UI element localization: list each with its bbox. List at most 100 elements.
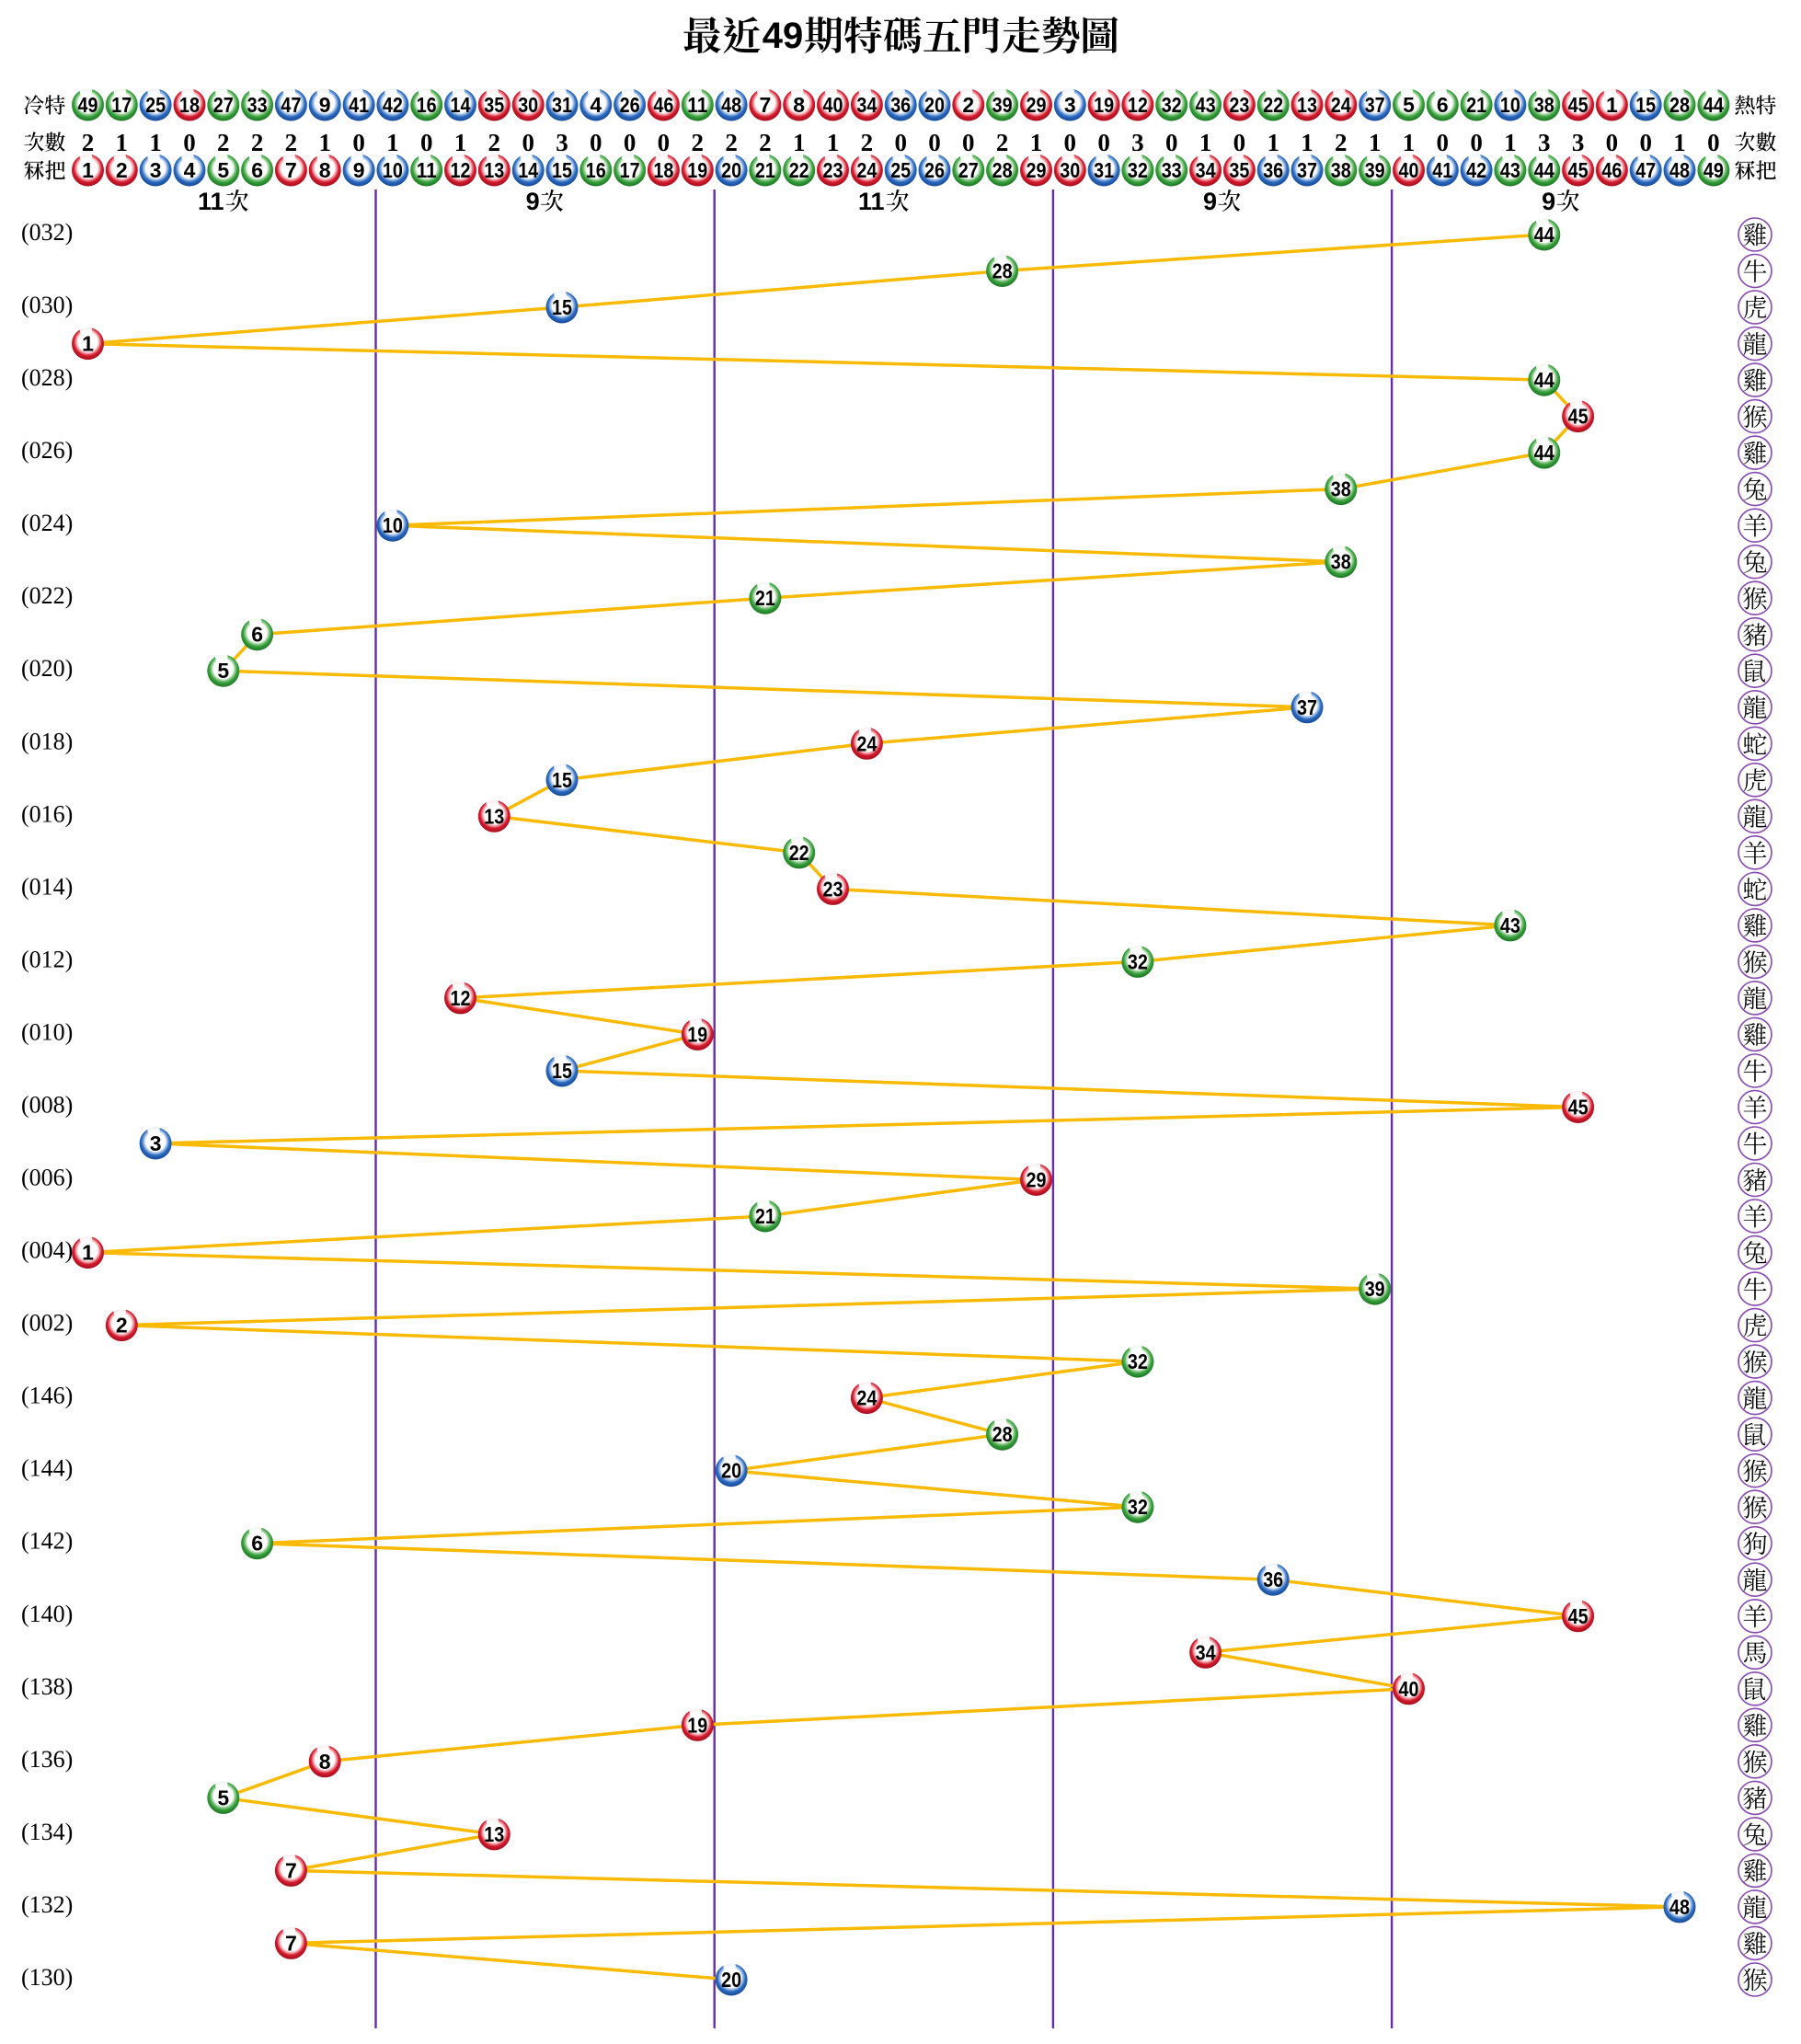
- svg-text:3: 3: [1572, 129, 1585, 156]
- svg-text:12: 12: [451, 986, 471, 1010]
- svg-text:38: 38: [1534, 93, 1554, 117]
- svg-text:1: 1: [318, 129, 331, 156]
- svg-text:(004): (004): [21, 1237, 73, 1264]
- svg-text:7: 7: [285, 158, 297, 182]
- svg-text:45: 45: [1568, 93, 1589, 117]
- svg-text:0: 0: [1606, 129, 1619, 156]
- svg-text:10: 10: [383, 513, 403, 537]
- svg-text:13: 13: [484, 158, 504, 182]
- svg-text:(014): (014): [21, 873, 73, 900]
- svg-text:(136): (136): [21, 1746, 73, 1773]
- svg-text:2: 2: [285, 129, 298, 156]
- svg-text:(010): (010): [21, 1018, 73, 1045]
- svg-text:1: 1: [386, 129, 399, 156]
- svg-text:0: 0: [1233, 129, 1246, 156]
- svg-text:21: 21: [1466, 93, 1486, 117]
- svg-text:3: 3: [150, 158, 162, 182]
- svg-text:5: 5: [217, 1786, 229, 1809]
- svg-text:24: 24: [856, 158, 877, 182]
- svg-text:0: 0: [1470, 129, 1483, 156]
- svg-text:6: 6: [1437, 93, 1449, 117]
- svg-text:2: 2: [861, 129, 874, 156]
- svg-text:48: 48: [1669, 1895, 1690, 1919]
- svg-text:23: 23: [823, 877, 843, 901]
- svg-text:1: 1: [1403, 129, 1416, 156]
- svg-text:0: 0: [1064, 129, 1077, 156]
- svg-text:1: 1: [1504, 129, 1517, 156]
- svg-text:0: 0: [624, 129, 637, 156]
- svg-text:27: 27: [958, 158, 979, 182]
- svg-text:0: 0: [522, 129, 534, 156]
- svg-text:10: 10: [383, 158, 403, 182]
- svg-text:16: 16: [586, 158, 606, 182]
- svg-text:(006): (006): [21, 1165, 73, 1191]
- svg-text:18: 18: [179, 93, 200, 117]
- svg-text:1: 1: [1199, 129, 1212, 156]
- svg-text:15: 15: [552, 1059, 572, 1083]
- svg-text:8: 8: [319, 1750, 331, 1774]
- svg-text:2: 2: [488, 129, 501, 156]
- svg-text:1: 1: [827, 129, 840, 156]
- svg-text:28: 28: [992, 1422, 1013, 1446]
- svg-text:1: 1: [82, 332, 94, 356]
- svg-text:44: 44: [1534, 158, 1554, 182]
- svg-text:8: 8: [793, 93, 805, 117]
- svg-text:7: 7: [760, 93, 772, 117]
- svg-text:30: 30: [518, 93, 538, 117]
- svg-text:3: 3: [556, 129, 568, 156]
- svg-text:20: 20: [721, 158, 741, 182]
- svg-text:3: 3: [1538, 129, 1551, 156]
- svg-text:42: 42: [1466, 158, 1486, 182]
- svg-text:0: 0: [658, 129, 671, 156]
- svg-text:20: 20: [924, 93, 945, 117]
- svg-text:34: 34: [1196, 1640, 1216, 1664]
- svg-text:1: 1: [1369, 129, 1382, 156]
- svg-text:34: 34: [856, 93, 877, 117]
- svg-text:2: 2: [217, 129, 230, 156]
- svg-text:43: 43: [1500, 913, 1520, 937]
- svg-text:13: 13: [484, 1822, 504, 1846]
- svg-text:39: 39: [992, 93, 1013, 117]
- svg-text:1: 1: [82, 1241, 94, 1265]
- svg-text:14: 14: [451, 93, 471, 117]
- svg-text:40: 40: [1399, 158, 1419, 182]
- svg-text:0: 0: [352, 129, 365, 156]
- svg-text:45: 45: [1568, 405, 1589, 429]
- svg-text:20: 20: [721, 1968, 741, 1992]
- svg-text:20: 20: [721, 1459, 741, 1483]
- svg-text:12: 12: [451, 158, 471, 182]
- svg-text:15: 15: [1635, 93, 1656, 117]
- svg-text:47: 47: [281, 93, 301, 117]
- svg-text:14: 14: [518, 158, 538, 182]
- svg-text:2: 2: [116, 158, 128, 182]
- svg-text:25: 25: [890, 158, 911, 182]
- svg-text:44: 44: [1534, 223, 1554, 247]
- svg-text:(008): (008): [21, 1092, 73, 1119]
- svg-text:29: 29: [1027, 158, 1047, 182]
- svg-text:32: 32: [1162, 93, 1182, 117]
- svg-text:(030): (030): [21, 292, 73, 318]
- svg-text:1: 1: [1267, 129, 1279, 156]
- svg-text:0: 0: [1165, 129, 1178, 156]
- svg-text:35: 35: [484, 93, 504, 117]
- svg-text:38: 38: [1331, 550, 1351, 574]
- svg-text:46: 46: [653, 93, 673, 117]
- svg-text:2: 2: [251, 129, 264, 156]
- svg-text:17: 17: [620, 158, 640, 182]
- svg-text:11: 11: [417, 158, 437, 182]
- svg-text:1: 1: [454, 129, 467, 156]
- svg-text:11: 11: [687, 93, 707, 117]
- svg-text:39: 39: [1365, 158, 1385, 182]
- svg-text:33: 33: [1162, 158, 1182, 182]
- svg-text:0: 0: [1437, 129, 1450, 156]
- svg-text:26: 26: [924, 158, 945, 182]
- svg-text:2: 2: [116, 1314, 128, 1338]
- svg-text:(026): (026): [21, 437, 73, 464]
- svg-text:32: 32: [1128, 1495, 1148, 1519]
- svg-text:6: 6: [251, 1532, 263, 1556]
- svg-text:32: 32: [1128, 158, 1148, 182]
- svg-text:18: 18: [653, 158, 673, 182]
- svg-text:38: 38: [1331, 158, 1351, 182]
- svg-text:26: 26: [620, 93, 640, 117]
- svg-text:39: 39: [1365, 1277, 1385, 1301]
